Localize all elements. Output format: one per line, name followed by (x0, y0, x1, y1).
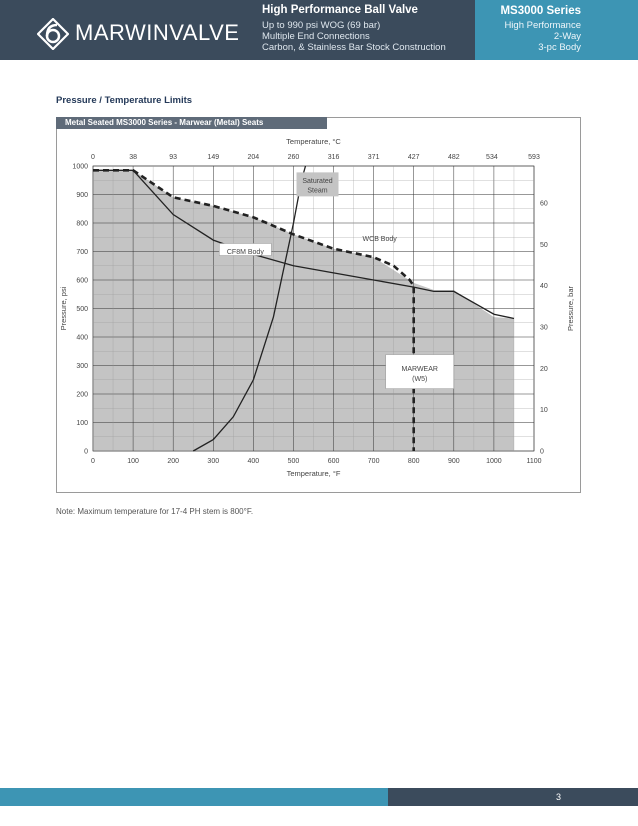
x-tick-label: 500 (288, 458, 300, 465)
x2-tick-label: 38 (129, 154, 137, 161)
x2-axis-title: Temperature, °C (286, 137, 341, 146)
product-line: Up to 990 psi WOG (69 bar) (262, 20, 381, 31)
footnote: Note: Maximum temperature for 17-4 PH st… (56, 507, 254, 516)
x-tick-label: 200 (167, 458, 179, 465)
y-tick-label: 1000 (72, 164, 88, 171)
page-header: MARWINVALVE High Performance Ball Valve … (0, 0, 638, 60)
annotation-label: (W5) (412, 376, 427, 383)
y-tick-label: 100 (76, 420, 88, 427)
y-tick-label: 300 (76, 363, 88, 370)
series-line-wcb-body (93, 169, 416, 451)
y-tick-label: 900 (76, 192, 88, 199)
label-box-cf8m (219, 243, 272, 256)
x2-tick-label: 93 (169, 154, 177, 161)
y-tick-label: 200 (76, 392, 88, 399)
y-tick-label: 600 (76, 278, 88, 285)
y-tick-label: 800 (76, 221, 88, 228)
x2-tick-label: 482 (448, 154, 460, 161)
y2-tick-label: 30 (540, 325, 548, 332)
y-tick-label: 0 (84, 449, 88, 456)
x-tick-label: 400 (248, 458, 260, 465)
footer-dark (388, 788, 638, 806)
x2-tick-label: 371 (368, 154, 380, 161)
y2-tick-label: 20 (540, 366, 548, 373)
x2-tick-label: 534 (486, 154, 498, 161)
chart-tab: Metal Seated MS3000 Series - Marwear (Me… (56, 117, 327, 129)
x-tick-label: 100 (127, 458, 139, 465)
x-tick-label: 600 (328, 458, 340, 465)
x-tick-label: 700 (368, 458, 380, 465)
annotation-label: MARWEAR (402, 366, 438, 373)
x-tick-label: 300 (207, 458, 219, 465)
x-tick-label: 900 (448, 458, 460, 465)
x2-tick-label: 0 (91, 154, 95, 161)
x-tick-label: 0 (91, 458, 95, 465)
product-line: Carbon, & Stainless Bar Stock Constructi… (262, 42, 446, 53)
marwin-logo-icon (37, 18, 69, 50)
product-panel (249, 0, 475, 60)
annotation-label: WCB Body (363, 236, 398, 243)
series-panel (475, 0, 638, 60)
label-box-steam (296, 172, 339, 197)
y2-tick-label: 40 (540, 283, 548, 290)
x2-tick-label: 149 (207, 154, 219, 161)
section-title: Pressure / Temperature Limits (56, 95, 193, 106)
annotation-label: CF8M Body (227, 249, 264, 256)
y2-axis-title: Pressure, bar (566, 285, 575, 331)
label-box-marwear (385, 354, 454, 389)
x-tick-label: 1100 (526, 458, 541, 465)
x2-tick-label: 204 (248, 154, 260, 161)
x2-tick-label: 427 (408, 154, 420, 161)
series-line-cf8m-body (93, 169, 515, 320)
y2-tick-label: 10 (540, 407, 548, 414)
y2-tick-label: 60 (540, 201, 548, 208)
x-axis-title: Temperature, °F (287, 469, 341, 478)
x2-tick-label: 316 (328, 154, 340, 161)
product-title: High Performance Ball Valve (262, 4, 418, 16)
y-axis-title: Pressure, psi (59, 286, 68, 330)
x2-tick-label: 593 (528, 154, 540, 161)
product-line: Multiple End Connections (262, 31, 370, 42)
series-line: High Performance (504, 20, 581, 31)
annotation-label: Steam (307, 188, 327, 195)
brand-name: MARWINVALVE (75, 20, 240, 45)
annotation-label: Saturated (302, 178, 332, 185)
page-number: 3 (556, 792, 562, 802)
y-tick-label: 500 (76, 306, 88, 313)
y-tick-label: 400 (76, 335, 88, 342)
series-title: MS3000 Series (500, 5, 581, 17)
y2-tick-label: 50 (540, 242, 548, 249)
y-tick-label: 700 (76, 249, 88, 256)
x-tick-label: 1000 (486, 458, 502, 465)
y2-tick-label: 0 (540, 449, 544, 456)
series-line: 2-Way (553, 31, 581, 42)
x-tick-label: 800 (408, 458, 420, 465)
series-line: 3-pc Body (538, 42, 581, 53)
footer-accent (0, 788, 388, 806)
x2-tick-label: 260 (288, 154, 300, 161)
